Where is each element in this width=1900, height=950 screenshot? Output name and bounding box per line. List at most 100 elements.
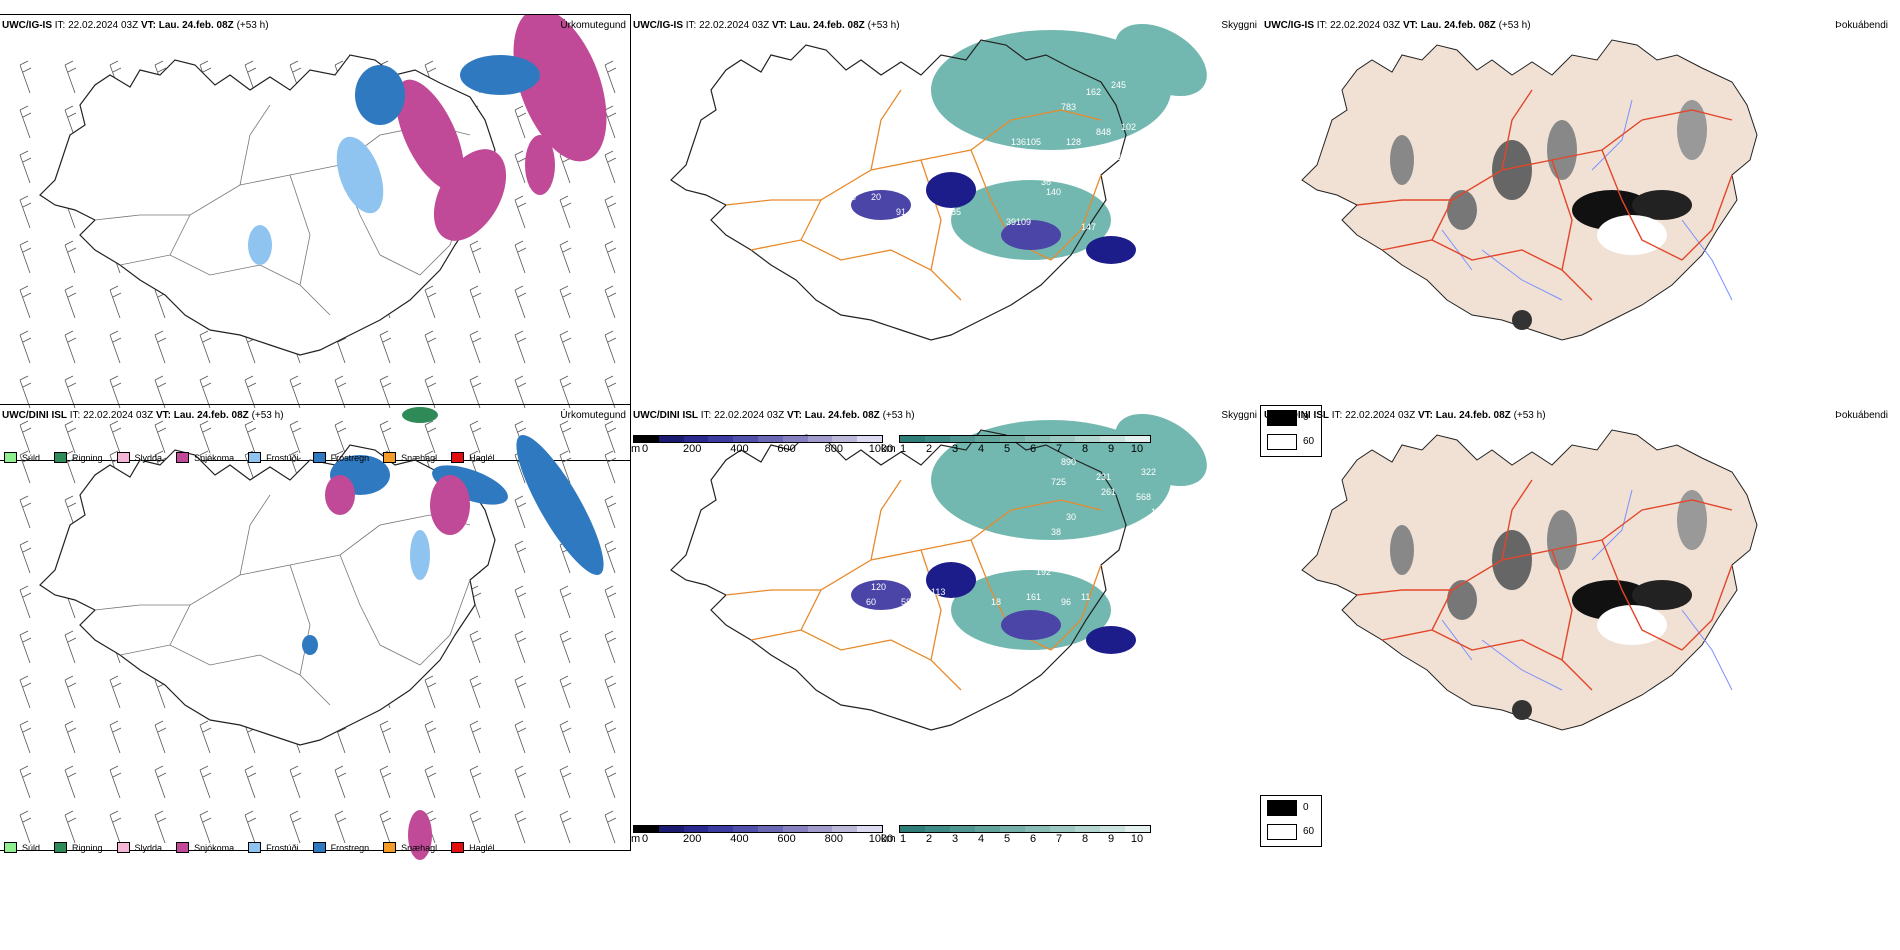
visibility-value-label: 140 — [1046, 187, 1061, 197]
river-line — [1481, 249, 1563, 301]
wind-barb — [379, 420, 392, 454]
wind-barb — [154, 420, 167, 454]
wind-barb — [19, 720, 32, 754]
visibility-value-label: 168 — [1086, 167, 1101, 177]
wind-barb — [244, 420, 257, 454]
wind-barb — [109, 810, 122, 844]
wind-barb — [604, 240, 617, 274]
scale-tick: 6 — [1029, 833, 1037, 845]
panel-title: UWC/IG-IS IT: 22.02.2024 03Z VT: Lau. 24… — [2, 20, 269, 31]
fog-area — [1492, 530, 1532, 590]
wind-barb — [559, 330, 572, 364]
road-line — [750, 239, 962, 301]
legend-swatch — [312, 842, 326, 853]
wind-barb — [19, 150, 32, 184]
precip-legend: Súld Rigning Slydda Snjókoma Frostúði Frostre… — [4, 452, 495, 463]
visibility-value-label: 161 — [1026, 592, 1041, 602]
road-line — [725, 589, 821, 596]
wind-barb — [424, 720, 437, 754]
product-type-label: Skyggni — [1221, 410, 1257, 421]
legend-item: Frostregn — [312, 842, 369, 853]
fog-area — [1547, 120, 1577, 180]
wind-barb — [109, 420, 122, 454]
visibility-value-label: 26 — [836, 202, 846, 212]
scale-tick: 5 — [1003, 443, 1011, 455]
wind-barb — [64, 285, 77, 319]
wind-barb — [379, 375, 392, 409]
legend-label: Haglél — [469, 452, 495, 463]
wind-barb — [604, 540, 617, 574]
road-line — [1356, 199, 1452, 206]
visibility-map: 783 162 245 128 848 102 167 251 369 116 105 168 136 4… — [670, 23, 1207, 341]
wind-barb — [109, 765, 122, 799]
road-line — [1050, 564, 1102, 651]
wind-barb — [604, 150, 617, 184]
freezing-drizzle-area — [248, 225, 272, 265]
wind-barb — [289, 810, 302, 844]
visibility-value-label: 38 — [1051, 527, 1061, 537]
wind-barb — [19, 810, 32, 844]
wind-barb — [514, 330, 527, 364]
low-visibility-area — [926, 172, 976, 208]
wind-barb — [469, 375, 482, 409]
legend-swatch — [248, 842, 262, 853]
wind-barb — [19, 495, 32, 529]
wind-barb — [604, 765, 617, 799]
legend-label: Frostúði — [266, 452, 299, 463]
scale-tick: 400 — [730, 833, 749, 845]
visibility-value-label: 39 — [1006, 217, 1016, 227]
fog-area — [1597, 215, 1667, 255]
visibility-value-label: 783 — [1061, 102, 1076, 112]
road-line — [1501, 479, 1533, 561]
road-line — [289, 564, 311, 676]
freezing-rain-area — [355, 65, 405, 125]
coastline — [670, 39, 1127, 341]
road-line — [1356, 589, 1452, 596]
visibility-value-label: 162 — [1086, 87, 1101, 97]
fog-swatch-dark — [1267, 410, 1297, 426]
low-visibility-area — [851, 190, 911, 220]
fog-area — [1632, 190, 1692, 220]
scale-tick: 2 — [925, 443, 933, 455]
road-line — [1551, 159, 1573, 271]
road-line — [920, 159, 942, 271]
wind-barb — [559, 195, 572, 229]
road-line — [1501, 89, 1533, 171]
coastline — [670, 429, 1127, 731]
snow-area — [430, 475, 470, 535]
wind-barb — [514, 375, 527, 409]
fog-index-map — [1301, 39, 1758, 341]
wind-barb — [19, 330, 32, 364]
rain-area — [402, 407, 438, 423]
scale-tick: 2 — [925, 833, 933, 845]
low-visibility-area — [851, 580, 911, 610]
wind-barb — [559, 375, 572, 409]
road-line — [725, 199, 821, 206]
scale-unit-m: m — [631, 443, 641, 455]
visibility-value-label: 58 — [901, 597, 911, 607]
panel-title: UWC/DINI ISL IT: 22.02.2024 03Z VT: Lau.… — [633, 410, 915, 421]
wind-barb — [424, 765, 437, 799]
fog-area — [1512, 700, 1532, 720]
scale-tick: 5 — [1003, 833, 1011, 845]
visibility-value-label: 30 — [1066, 512, 1076, 522]
legend-swatch — [383, 842, 397, 853]
legend-swatch — [176, 842, 190, 853]
wind-barb — [604, 330, 617, 364]
scale-tick: 7 — [1055, 443, 1063, 455]
visibility-value-label: 261 — [1101, 487, 1116, 497]
visibility-value-label: 251 — [1086, 147, 1101, 157]
coastline — [39, 444, 496, 746]
river-line — [1681, 219, 1733, 301]
wind-barb — [469, 810, 482, 844]
visibility-value-label: 36 — [1041, 177, 1051, 187]
product-type-label: Úrkomutegund — [560, 20, 626, 31]
legend-swatch — [54, 842, 68, 853]
visibility-value-label: 192 — [1036, 567, 1051, 577]
scale-tick: 10 — [1130, 443, 1144, 455]
visibility-value-label: 128 — [1066, 137, 1081, 147]
visibility-value-label: 11 — [1081, 592, 1090, 602]
road-line — [239, 104, 271, 186]
visibility-value-label: 18 — [991, 597, 1001, 607]
visibility-value-label: 725 — [1051, 477, 1066, 487]
